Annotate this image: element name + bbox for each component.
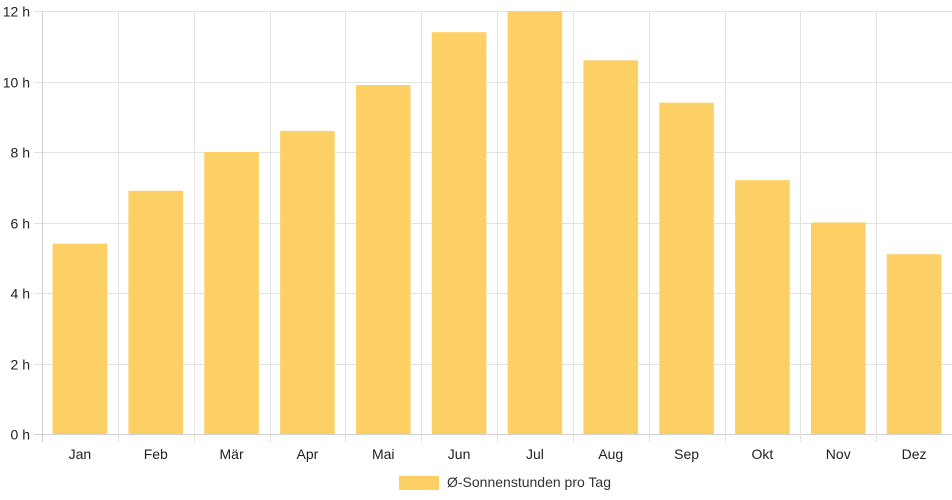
y-tick-label: 12 h: [3, 4, 30, 20]
x-tick-label: Okt: [752, 446, 774, 462]
bar-nov[interactable]: [810, 222, 866, 435]
x-tick-label: Jul: [526, 446, 544, 462]
bar-dez[interactable]: [886, 254, 942, 434]
legend[interactable]: Ø-Sonnenstunden pro Tag: [399, 474, 611, 490]
legend-swatch[interactable]: [399, 476, 440, 490]
x-tick-label: Aug: [598, 446, 623, 462]
x-gridlines: [42, 11, 877, 442]
y-tick-label: 10 h: [3, 75, 30, 91]
y-tick-label: 2 h: [11, 357, 30, 373]
bar-jul[interactable]: [507, 11, 563, 434]
x-tick-label: Dez: [902, 446, 927, 462]
x-tick-label: Sep: [674, 446, 699, 462]
y-tick-label: 8 h: [11, 145, 30, 161]
y-tick-label: 4 h: [11, 286, 30, 302]
bar-okt[interactable]: [735, 180, 790, 434]
x-axis-tick-labels: Jan Feb Mär Apr Mai Jun Jul Aug Sep Okt Nov Dez: [69, 446, 927, 462]
y-gridlines: [34, 11, 952, 435]
x-tick-label: Mär: [220, 446, 244, 462]
bar-aug[interactable]: [583, 60, 639, 434]
x-tick-label: Nov: [826, 446, 851, 462]
legend-label[interactable]: Ø-Sonnenstunden pro Tag: [447, 474, 611, 490]
x-tick-label: Feb: [144, 446, 168, 462]
bar-jan[interactable]: [52, 243, 108, 434]
x-tick-label: Jun: [448, 446, 471, 462]
bar-jun[interactable]: [431, 32, 487, 435]
x-tick-label: Jan: [69, 446, 92, 462]
x-tick-label: Mai: [372, 446, 395, 462]
bar-mai[interactable]: [355, 85, 411, 435]
y-tick-label: 0 h: [11, 427, 30, 443]
bar-mär[interactable]: [204, 152, 259, 434]
y-axis-tick-labels: 0 h 2 h 4 h 6 h 8 h 10 h 12 h: [3, 4, 30, 443]
bar-feb[interactable]: [128, 190, 184, 434]
bar-series: [52, 11, 942, 435]
bar-sep[interactable]: [659, 102, 714, 435]
y-tick-label: 6 h: [11, 216, 30, 232]
x-tick-label: Apr: [297, 446, 319, 462]
bar-apr[interactable]: [280, 130, 335, 434]
